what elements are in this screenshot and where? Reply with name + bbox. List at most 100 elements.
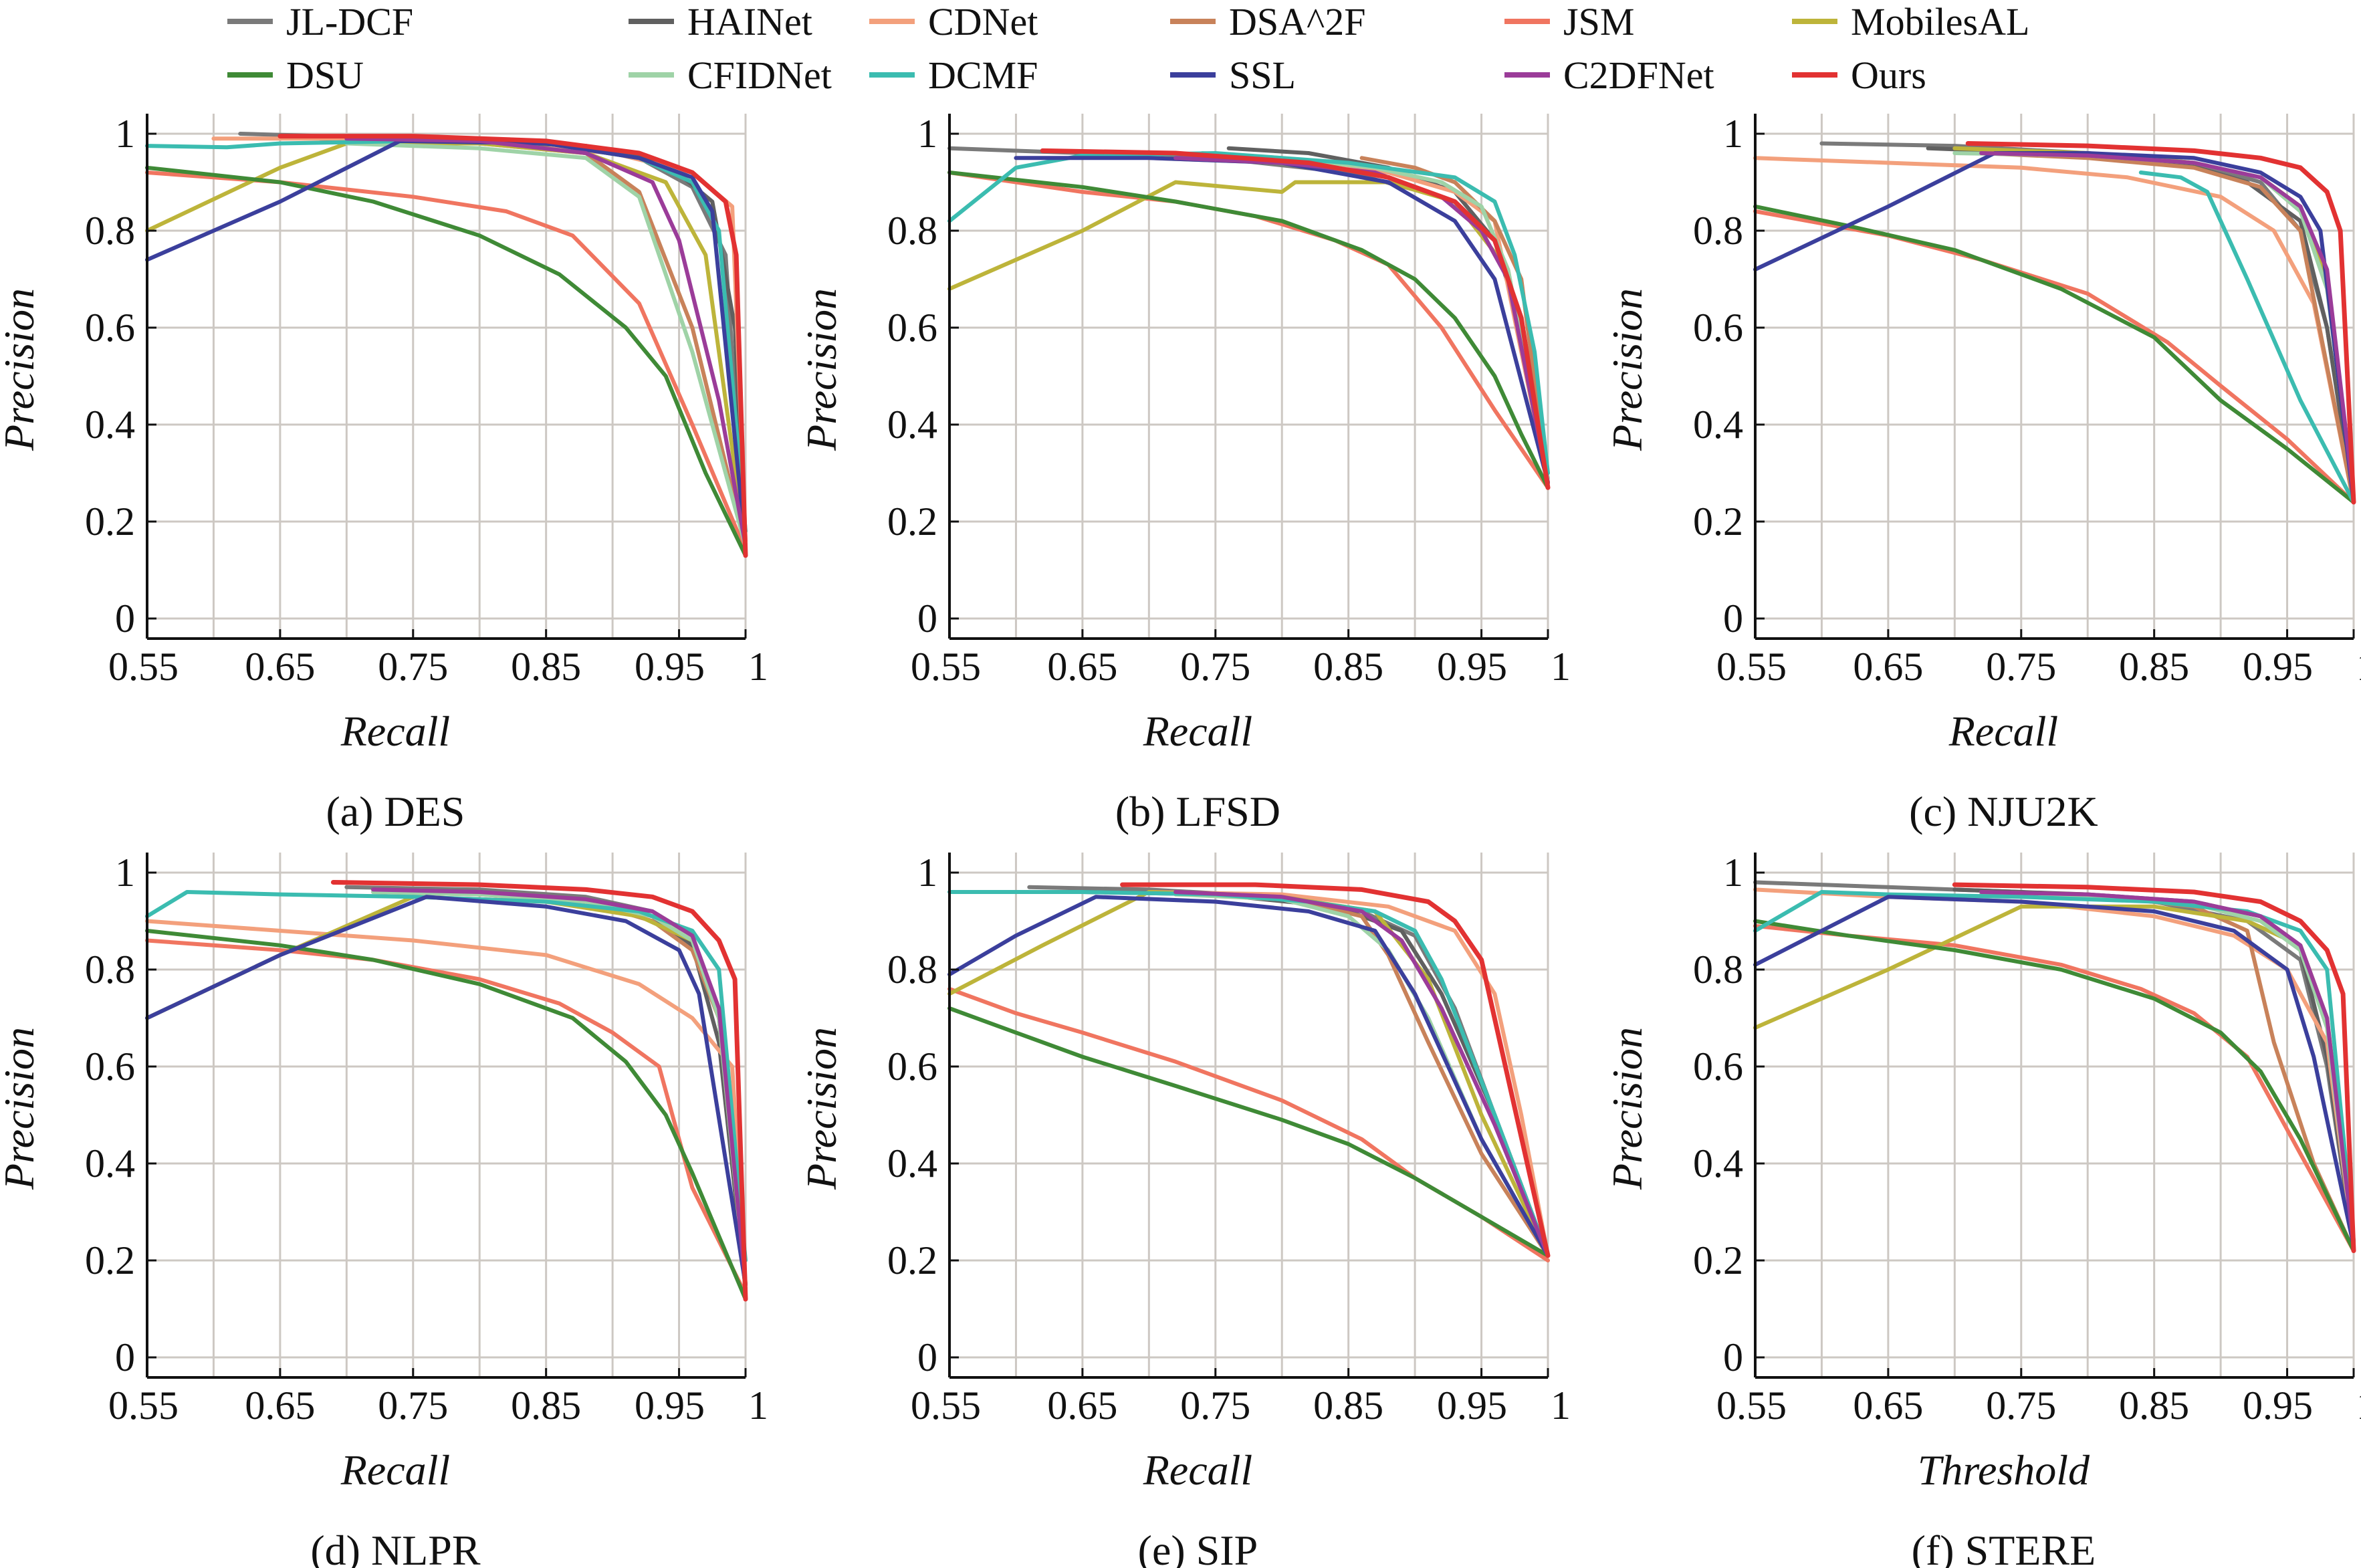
legend-entry-cdnet: CDNet [869, 0, 1038, 43]
series-line-dsu [947, 1006, 1550, 1258]
grid [147, 853, 747, 1377]
x-tick-label: 0.95 [2243, 1383, 2313, 1428]
series-line-ssl [1753, 151, 2356, 504]
panel-caption: (e) SIP [1138, 1527, 1258, 1568]
x-tick-label: 0.75 [378, 645, 448, 689]
axes: 0 0.2 0.4 0.6 0.8 1 0.55 0.65 0.75 0.85 0.95 1 [85, 112, 768, 689]
series-line-c2dfnet [344, 136, 748, 548]
x-tick-label: 0.85 [2119, 645, 2189, 689]
x-tick-label: 0.65 [1853, 645, 1923, 689]
series-line-ours [1040, 148, 1551, 490]
panel-caption: (c) NJU2K [1909, 788, 2098, 835]
x-tick-label: 1 [1551, 645, 1571, 689]
series-line-jsm [1753, 923, 2356, 1253]
x-tick-label: 0.75 [1986, 1383, 2056, 1428]
y-tick-label: 0.4 [85, 403, 135, 447]
legend-label: SSL [1229, 53, 1296, 97]
x-tick-label: 0.95 [1437, 1383, 1507, 1428]
series-line-dcmf [947, 890, 1550, 1258]
legend-entry-ours: Ours [1792, 53, 1926, 97]
x-tick-label: 0.55 [1716, 645, 1787, 689]
y-axis-label: Precision [0, 288, 43, 451]
y-tick-label: 0.2 [1693, 1238, 1743, 1282]
x-tick-label: 0.55 [911, 1383, 981, 1428]
y-axis-label: Precision [1603, 1027, 1651, 1190]
legend-label: Ours [1851, 53, 1926, 97]
y-tick-label: 0 [917, 596, 937, 641]
x-axis-label: Recall [1143, 707, 1252, 755]
series-line-cfidnet [344, 141, 748, 548]
y-axis-label: Precision [0, 1027, 43, 1190]
y-tick-label: 0.4 [1693, 403, 1743, 447]
y-tick-label: 0.4 [85, 1141, 135, 1186]
series-line-cfidnet [1173, 892, 1550, 1258]
y-tick-label: 0 [115, 1335, 135, 1379]
series-line-ours [330, 880, 748, 1302]
series-group [1753, 880, 2356, 1253]
y-tick-label: 1 [115, 112, 135, 156]
x-tick-label: 0.65 [1047, 645, 1117, 689]
axes: 0 0.2 0.4 0.6 0.8 1 0.55 0.65 0.75 0.85 0.95 1 [887, 851, 1571, 1428]
x-tick-label: 0.65 [245, 645, 315, 689]
series-line-cfidnet [371, 890, 748, 1287]
axes: 0 0.2 0.4 0.6 0.8 1 0.55 0.65 0.75 0.85 0.95 1 [85, 851, 768, 1428]
legend-label: CFIDNet [687, 53, 832, 97]
x-tick-label: 0.95 [635, 1383, 705, 1428]
series-line-c2dfnet [1979, 890, 2356, 1248]
x-tick-label: 0.95 [2243, 645, 2313, 689]
legend-label: C2DFNet [1563, 53, 1714, 97]
y-tick-label: 1 [917, 112, 937, 156]
x-axis-label: Recall [1948, 707, 2058, 755]
series-line-dsu [145, 165, 748, 558]
y-tick-label: 0.6 [85, 306, 135, 350]
legend-entry-hainet: HAINet [629, 0, 812, 43]
y-tick-label: 0.8 [1693, 209, 1743, 253]
x-tick-label: 0.85 [1313, 1383, 1383, 1428]
series-line-ssl [947, 895, 1550, 1258]
legend-label: MobilesAL [1851, 0, 2029, 43]
series-line-cdnet [1753, 156, 2356, 504]
series-line-ssl [145, 138, 748, 548]
x-tick-label: 0.65 [245, 1383, 315, 1428]
legend-label: CDNet [928, 0, 1038, 43]
chart-panel-c-nju2k: 0 0.2 0.4 0.6 0.8 1 0.55 0.65 0.75 0.85 0.95 1 Recal… [1603, 112, 2361, 835]
axes: 0 0.2 0.4 0.6 0.8 1 0.55 0.65 0.75 0.85 0.95 1 [1693, 112, 2361, 689]
y-tick-label: 0 [1723, 1335, 1743, 1379]
legend-label: JL-DCF [286, 0, 413, 43]
y-tick-label: 0.4 [1693, 1141, 1743, 1186]
series-line-hainet [318, 136, 748, 553]
series-group [1753, 141, 2356, 505]
x-tick-label: 0.85 [2119, 1383, 2189, 1428]
y-tick-label: 0.6 [887, 306, 937, 350]
series-group [145, 880, 748, 1302]
series-line-dcmf [145, 138, 748, 534]
y-tick-label: 0.2 [85, 499, 135, 544]
series-line-jsm [145, 171, 748, 553]
y-axis-label: Precision [798, 288, 845, 451]
series-line-jsm [1753, 209, 2356, 504]
series-line-dsu [947, 171, 1550, 490]
series-line-c2dfnet [371, 887, 748, 1287]
y-tick-label: 0 [917, 1335, 937, 1379]
series-group [145, 132, 748, 558]
y-tick-label: 0.4 [887, 403, 937, 447]
y-tick-label: 1 [1723, 112, 1743, 156]
series-line-jsm [947, 171, 1550, 490]
legend-entry-c2dfnet: C2DFNet [1504, 53, 1714, 97]
series-line-cdnet [1753, 887, 2356, 1248]
series-line-c2dfnet [1979, 151, 2356, 499]
x-axis-label: Recall [340, 707, 450, 755]
y-tick-label: 0 [1723, 596, 1743, 641]
x-tick-label: 0.65 [1853, 1383, 1923, 1428]
series-line-mobilesal [145, 895, 748, 1287]
series-line-dcmf [2138, 171, 2356, 504]
x-tick-label: 0.55 [108, 1383, 179, 1428]
series-line-hainet [1226, 146, 1550, 485]
series-line-dsa-2f [1173, 890, 1550, 1258]
x-tick-label: 0.85 [511, 1383, 581, 1428]
y-axis-label: Precision [1603, 288, 1651, 451]
y-tick-label: 0.2 [85, 1238, 135, 1282]
x-tick-label: 0.75 [1180, 645, 1250, 689]
y-tick-label: 1 [917, 851, 937, 895]
